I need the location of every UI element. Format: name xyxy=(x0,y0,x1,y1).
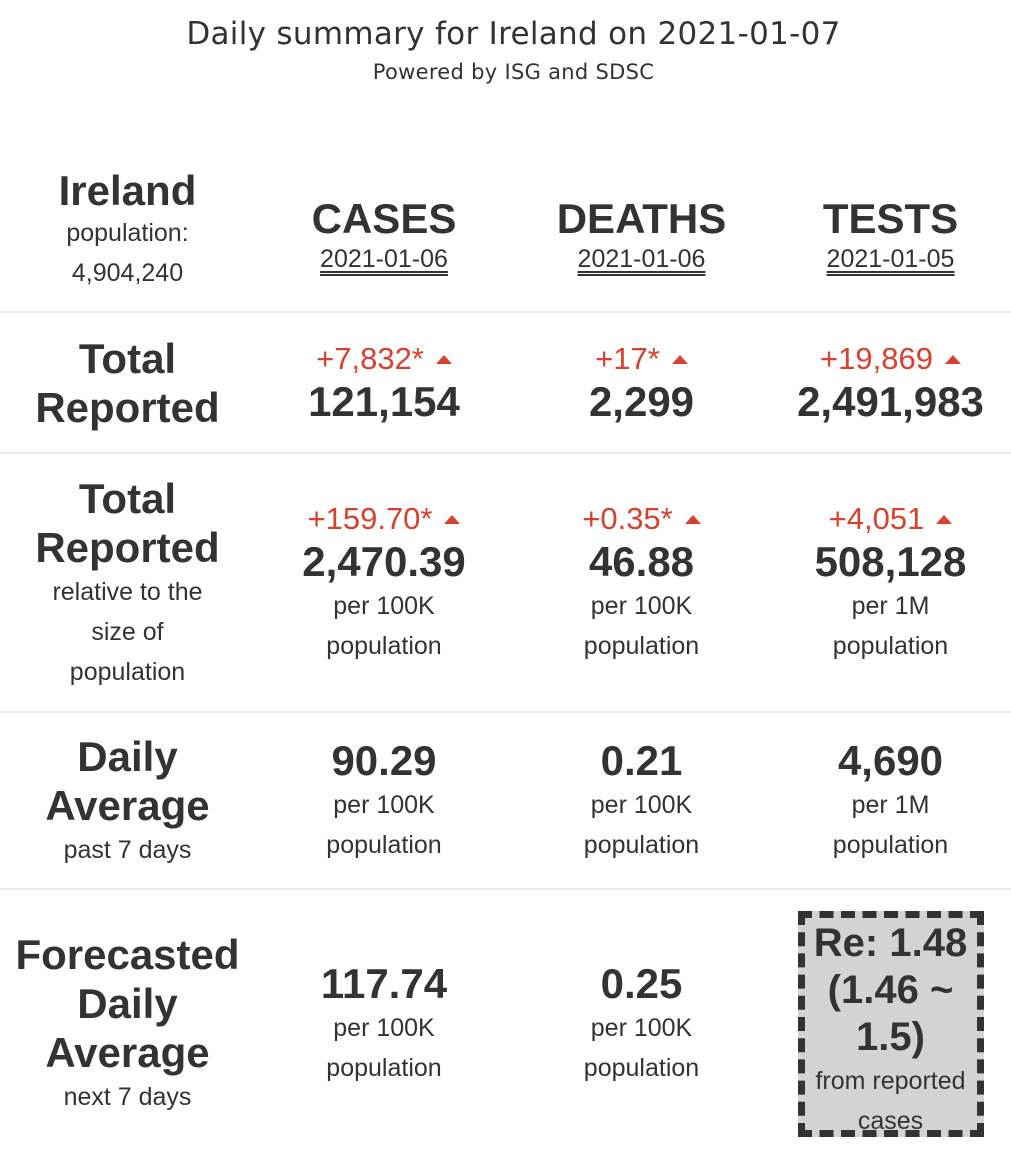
re-note: from reported xyxy=(815,1066,966,1095)
cases-relative-cell: +159.70* 2,470.39 per 100K population xyxy=(255,452,513,712)
daily-value: 0.21 xyxy=(600,736,683,784)
triangle-up-icon xyxy=(936,514,953,524)
re-note: cases xyxy=(857,1106,924,1135)
row-label: Daily xyxy=(77,732,178,780)
tests-total-cell: +19,869 2,491,983 xyxy=(770,311,1011,453)
unit-label: per 100K xyxy=(590,591,693,620)
metric-label-cases: CASES xyxy=(311,194,457,242)
date-link-tests[interactable]: 2021-01-05 xyxy=(826,244,955,273)
page-title: Daily summary for Ireland on 2021-01-07 xyxy=(186,16,841,52)
row-label-cell: Total Reported relative to the size of p… xyxy=(0,452,255,712)
delta-value: +19,869 xyxy=(770,340,1011,378)
row-label: Reported xyxy=(35,383,220,431)
unit-label: population xyxy=(326,1053,442,1082)
country-name: Ireland xyxy=(58,166,197,214)
daily-value: 90.29 xyxy=(331,736,437,784)
unit-label: per 100K xyxy=(590,790,693,819)
triangle-up-icon xyxy=(684,514,701,524)
relative-value: 46.88 xyxy=(588,537,695,585)
relative-value: 508,128 xyxy=(814,537,967,585)
unit-label: population xyxy=(583,631,700,660)
triangle-up-icon xyxy=(671,354,688,364)
relative-row: Total Reported relative to the size of p… xyxy=(0,452,1011,712)
row-label: Average xyxy=(45,1029,210,1076)
row-label-cell: Total Reported xyxy=(0,311,255,453)
unit-label: population xyxy=(326,830,442,859)
re-range: (1.46 ~ xyxy=(827,967,954,1012)
metric-label-deaths: DEATHS xyxy=(556,194,727,242)
row-note: population xyxy=(69,657,186,686)
date-link-deaths[interactable]: 2021-01-06 xyxy=(577,244,706,273)
column-header-cases: CASES 2021-01-06 xyxy=(255,150,513,312)
deaths-total-cell: +17* 2,299 xyxy=(513,311,770,453)
re-value: Re: 1.48 xyxy=(813,920,968,965)
deaths-relative-cell: +0.35* 46.88 per 100K population xyxy=(513,452,770,712)
deaths-daily-cell: 0.21 per 100K population xyxy=(513,711,770,889)
triangle-up-icon xyxy=(444,514,461,524)
delta-value: +0.35* xyxy=(513,500,770,538)
row-note: past 7 days xyxy=(63,835,192,864)
re-cell: Re: 1.48 (1.46 ~ 1.5) from reported case… xyxy=(770,888,1011,1157)
unit-label: population xyxy=(326,631,442,660)
unit-label: per 1M xyxy=(851,591,930,620)
country-cell: Ireland population: 4,904,240 xyxy=(0,150,255,312)
delta-value: +7,832* xyxy=(255,340,513,378)
forecast-value: 117.74 xyxy=(320,959,448,1007)
tests-daily-cell: 4,690 per 1M population xyxy=(770,711,1011,889)
total-value: 121,154 xyxy=(308,377,460,425)
unit-label: per 100K xyxy=(590,1013,693,1042)
re-estimate-box: Re: 1.48 (1.46 ~ 1.5) from reported case… xyxy=(797,910,984,1137)
row-note: relative to the xyxy=(52,577,203,606)
row-label: Average xyxy=(45,781,210,829)
total-value: 2,299 xyxy=(588,377,695,425)
total-value: 2,491,983 xyxy=(797,377,984,425)
column-header-deaths: DEATHS 2021-01-06 xyxy=(513,150,770,312)
population-label: population: xyxy=(66,218,189,247)
unit-label: population xyxy=(583,1053,700,1082)
forecast-row: Forecasted Daily Average next 7 days 117… xyxy=(0,888,1011,1157)
daily-average-row: Daily Average past 7 days 90.29 per 100K… xyxy=(0,711,1011,889)
unit-label: per 1M xyxy=(851,790,930,819)
metric-label-tests: TESTS xyxy=(822,194,959,242)
triangle-up-icon xyxy=(435,354,452,364)
summary-table: Ireland population: 4,904,240 CASES 2021… xyxy=(0,150,1011,1157)
row-label: Forecasted xyxy=(15,931,240,978)
unit-label: per 100K xyxy=(333,1013,435,1042)
row-label: Total xyxy=(78,474,177,522)
cases-total-cell: +7,832* 121,154 xyxy=(255,311,513,453)
row-label: Total xyxy=(78,334,177,382)
unit-label: population xyxy=(832,631,949,660)
row-note: size of xyxy=(91,617,164,646)
unit-label: population xyxy=(583,830,700,859)
unit-label: per 100K xyxy=(333,790,435,819)
unit-label: per 100K xyxy=(333,591,435,620)
tests-relative-cell: +4,051 508,128 per 1M population xyxy=(770,452,1011,712)
cases-daily-cell: 90.29 per 100K population xyxy=(255,711,513,889)
date-link-cases[interactable]: 2021-01-06 xyxy=(320,244,448,273)
delta-value: +17* xyxy=(513,340,770,378)
column-header-tests: TESTS 2021-01-05 xyxy=(770,150,1011,312)
unit-label: population xyxy=(832,830,949,859)
deaths-forecast-cell: 0.25 per 100K population xyxy=(513,888,770,1157)
population-value: 4,904,240 xyxy=(71,258,184,287)
row-note: next 7 days xyxy=(63,1083,192,1111)
row-label-cell: Forecasted Daily Average next 7 days xyxy=(0,888,255,1157)
delta-value: +159.70* xyxy=(255,500,513,538)
header-row: Ireland population: 4,904,240 CASES 2021… xyxy=(0,150,1011,312)
relative-value: 2,470.39 xyxy=(302,537,466,585)
re-range: 1.5) xyxy=(856,1014,925,1059)
triangle-up-icon xyxy=(944,354,961,364)
row-label: Daily xyxy=(77,980,178,1027)
daily-value: 4,690 xyxy=(837,736,944,784)
row-label: Reported xyxy=(35,523,220,571)
page-subtitle: Powered by ISG and SDSC xyxy=(372,60,655,84)
row-label-cell: Daily Average past 7 days xyxy=(0,711,255,889)
forecast-value: 0.25 xyxy=(600,959,683,1007)
delta-value: +4,051 xyxy=(770,500,1011,538)
total-reported-row: Total Reported +7,832* 121,154 +17* 2,29… xyxy=(0,311,1011,453)
cases-forecast-cell: 117.74 per 100K population xyxy=(255,888,513,1157)
